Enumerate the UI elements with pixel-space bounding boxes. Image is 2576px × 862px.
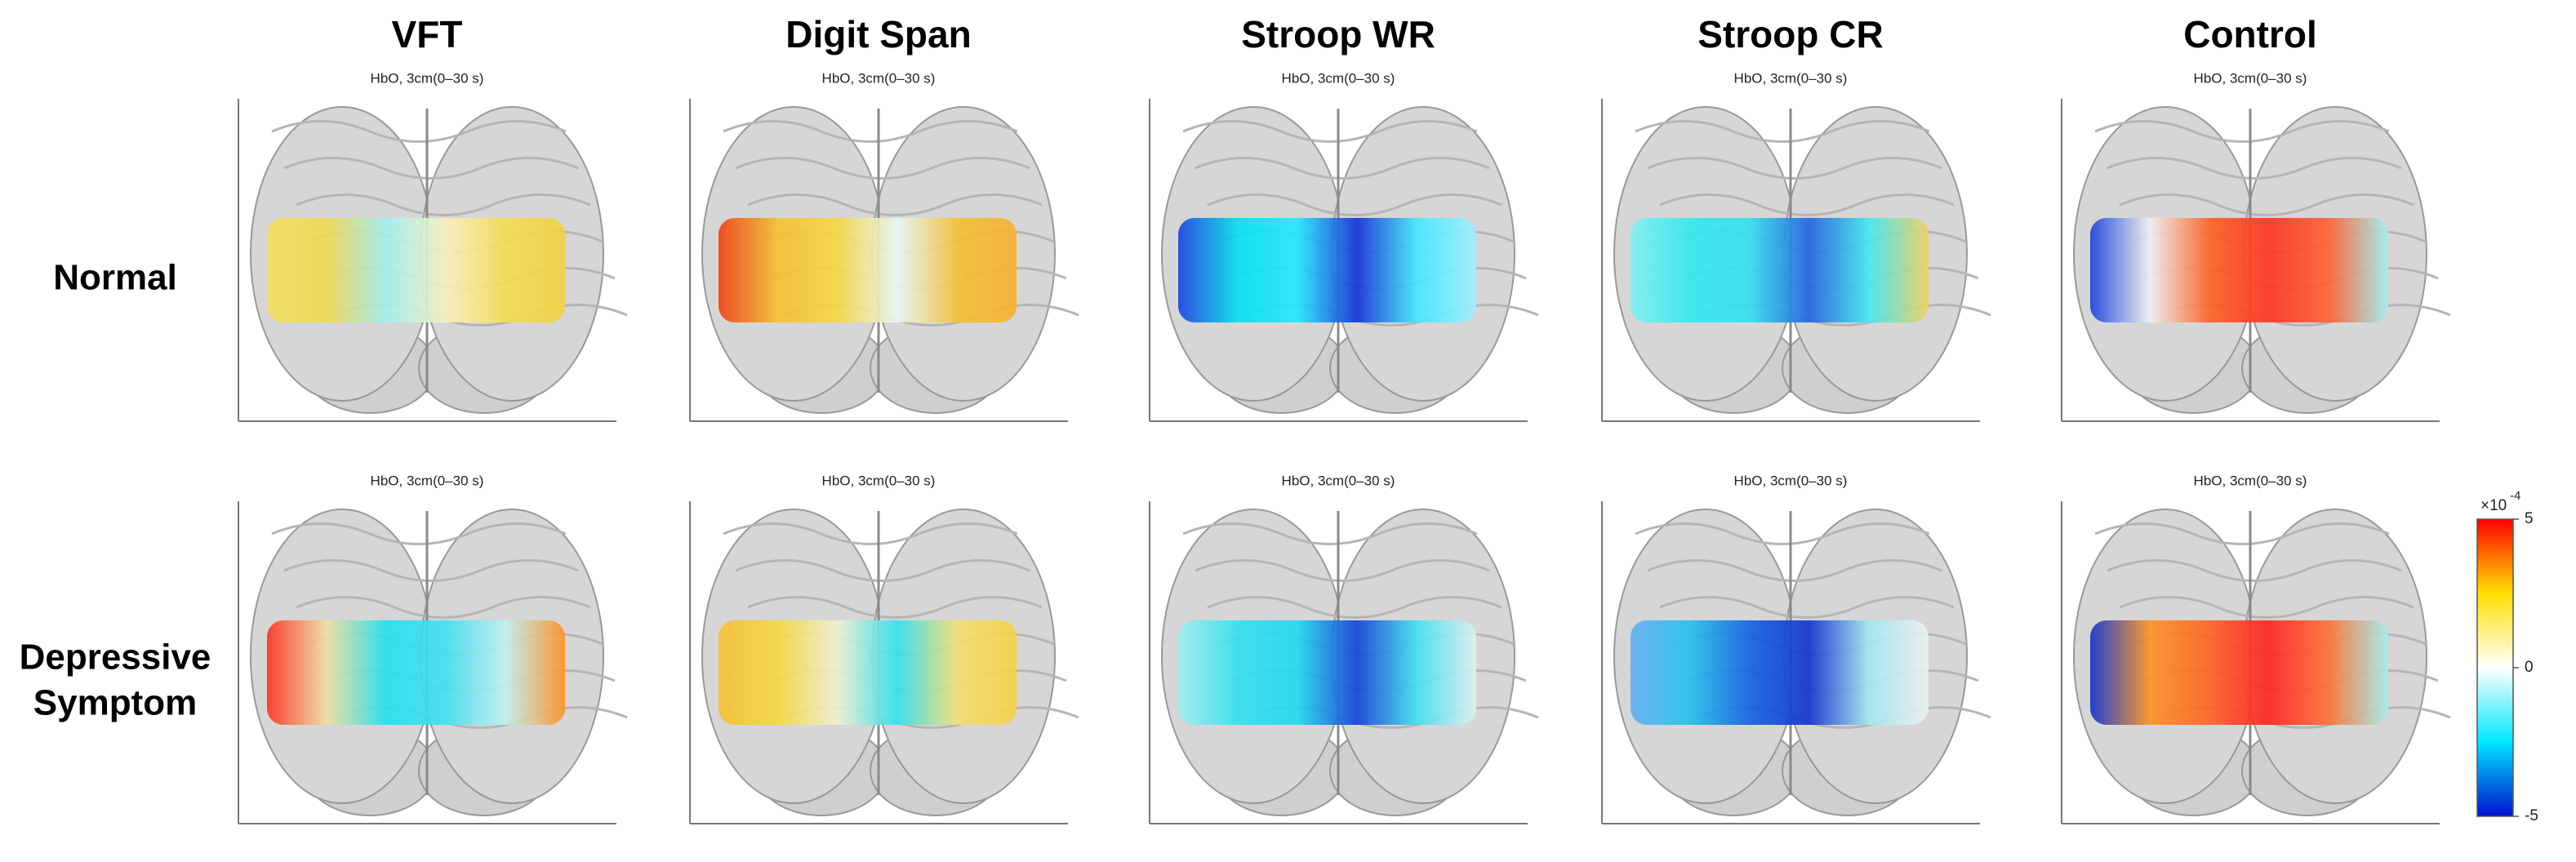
panel-title: HbO, 3cm(0–30 s) <box>1734 70 1848 86</box>
brain-panel <box>1601 99 1991 422</box>
gyrus <box>283 157 579 180</box>
activation-map <box>2090 620 2388 725</box>
column-title: Control <box>2183 13 2317 56</box>
panel-title: HbO, 3cm(0–30 s) <box>2194 70 2307 86</box>
gyrus <box>735 157 1030 180</box>
brain-panel <box>2061 99 2451 422</box>
panel-title: HbO, 3cm(0–30 s) <box>371 70 484 86</box>
gyrus <box>723 522 1018 545</box>
gyrus <box>1635 120 1930 143</box>
gyrus <box>735 559 1030 582</box>
panel-title: HbO, 3cm(0–30 s) <box>2194 473 2307 488</box>
gyrus <box>2094 120 2390 143</box>
gyrus <box>1647 559 1942 582</box>
row-label: Depressive <box>20 638 211 678</box>
gyrus <box>1207 193 1502 216</box>
column-title: Digit Span <box>785 13 971 56</box>
activation-map <box>1178 218 1476 322</box>
panel-title: HbO, 3cm(0–30 s) <box>1282 70 1395 86</box>
brain-panel <box>2061 501 2451 824</box>
colorbar-multiplier: ×10 <box>2480 497 2507 514</box>
panel-title: HbO, 3cm(0–30 s) <box>371 473 484 488</box>
panel-title: HbO, 3cm(0–30 s) <box>1282 473 1395 488</box>
gyrus <box>1182 120 1478 143</box>
gyrus <box>296 596 591 619</box>
activation-map <box>719 620 1017 725</box>
gyrus <box>1195 157 1490 180</box>
brain-panel <box>1149 501 1539 824</box>
gyrus <box>2119 596 2414 619</box>
brain-panel <box>1601 501 1991 824</box>
gyrus <box>2094 522 2390 545</box>
brain-panel <box>238 99 628 422</box>
gyrus <box>1195 559 1490 582</box>
panel-title: HbO, 3cm(0–30 s) <box>822 70 936 86</box>
column-title: VFT <box>392 13 463 56</box>
colorbar-tick-label: 0 <box>2525 659 2534 676</box>
gyrus <box>1659 193 1955 216</box>
colorbar <box>2476 518 2514 817</box>
gyrus <box>283 559 579 582</box>
gyrus <box>2107 559 2402 582</box>
gyrus <box>1659 596 1955 619</box>
brain-panel <box>689 99 1079 422</box>
gyrus <box>1635 522 1930 545</box>
gyrus <box>747 596 1043 619</box>
activation-map <box>267 620 565 725</box>
gyrus <box>2119 193 2414 216</box>
activation-map <box>719 218 1017 322</box>
gyrus <box>1182 522 1478 545</box>
gyrus <box>271 120 567 143</box>
gyrus <box>271 522 567 545</box>
gyrus <box>2107 157 2402 180</box>
panel-title: HbO, 3cm(0–30 s) <box>822 473 936 488</box>
brain-panel <box>689 501 1079 824</box>
row-label: Symptom <box>33 683 197 723</box>
activation-map <box>1178 620 1476 725</box>
column-title: Stroop CR <box>1697 13 1883 56</box>
brain-panel <box>238 501 628 824</box>
gyrus <box>747 193 1043 216</box>
activation-map <box>1631 620 1929 725</box>
activation-map <box>267 218 565 322</box>
colorbar-exponent: -4 <box>2510 489 2520 503</box>
panel-title: HbO, 3cm(0–30 s) <box>1734 473 1848 488</box>
column-title: Stroop WR <box>1241 13 1435 56</box>
gyrus <box>1207 596 1502 619</box>
activation-map <box>2090 218 2388 322</box>
colorbar-tick-label: 5 <box>2525 510 2534 527</box>
gyrus <box>296 193 591 216</box>
row-label: Normal <box>53 258 177 298</box>
activation-map <box>1631 218 1929 322</box>
brain-panel <box>1149 99 1539 422</box>
gyrus <box>723 120 1018 143</box>
colorbar-tick-label: -5 <box>2525 807 2538 824</box>
gyrus <box>1647 157 1942 180</box>
